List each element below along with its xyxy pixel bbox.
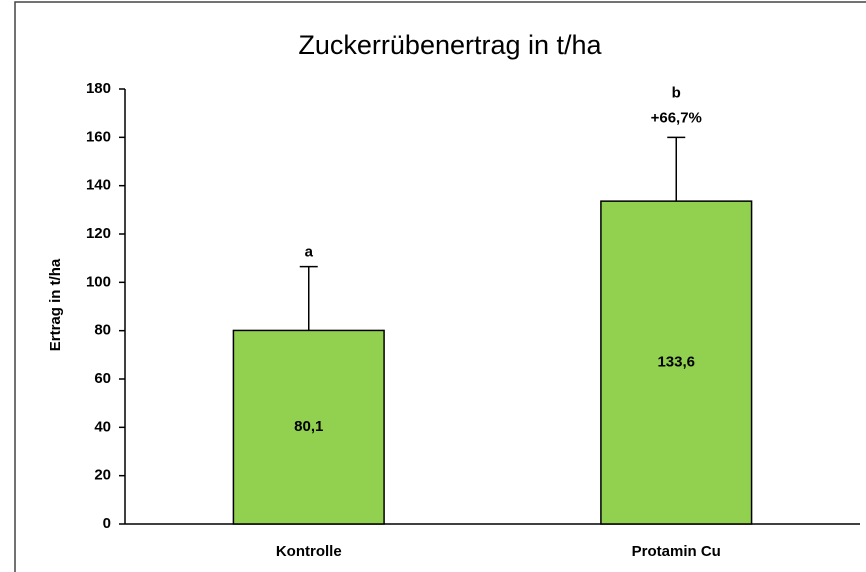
y-tick-label: 160 (86, 128, 111, 145)
y-tick-label: 60 (94, 370, 111, 387)
annotation: +66,7% (651, 109, 702, 126)
y-tick-label: 0 (103, 515, 111, 532)
y-tick-label: 80 (94, 322, 111, 339)
value-label: 80,1 (294, 418, 323, 435)
y-tick-label: 180 (86, 80, 111, 97)
value-label: 133,6 (657, 354, 695, 371)
y-tick-label: 100 (86, 273, 111, 290)
y-tick-label: 20 (94, 467, 111, 484)
y-axis-label: Ertrag in t/ha (47, 258, 64, 351)
x-tick-label: Protamin Cu (632, 543, 721, 560)
bar (600, 200, 753, 525)
group-letter: a (305, 244, 314, 261)
chart-title: Zuckerrübenertrag in t/ha (298, 30, 602, 60)
x-tick-label: Kontrolle (276, 543, 342, 560)
y-tick-label: 120 (86, 225, 111, 242)
bar (232, 329, 385, 525)
y-tick-label: 140 (86, 177, 111, 194)
group-letter: b (672, 84, 681, 101)
y-tick-label: 40 (94, 418, 111, 435)
